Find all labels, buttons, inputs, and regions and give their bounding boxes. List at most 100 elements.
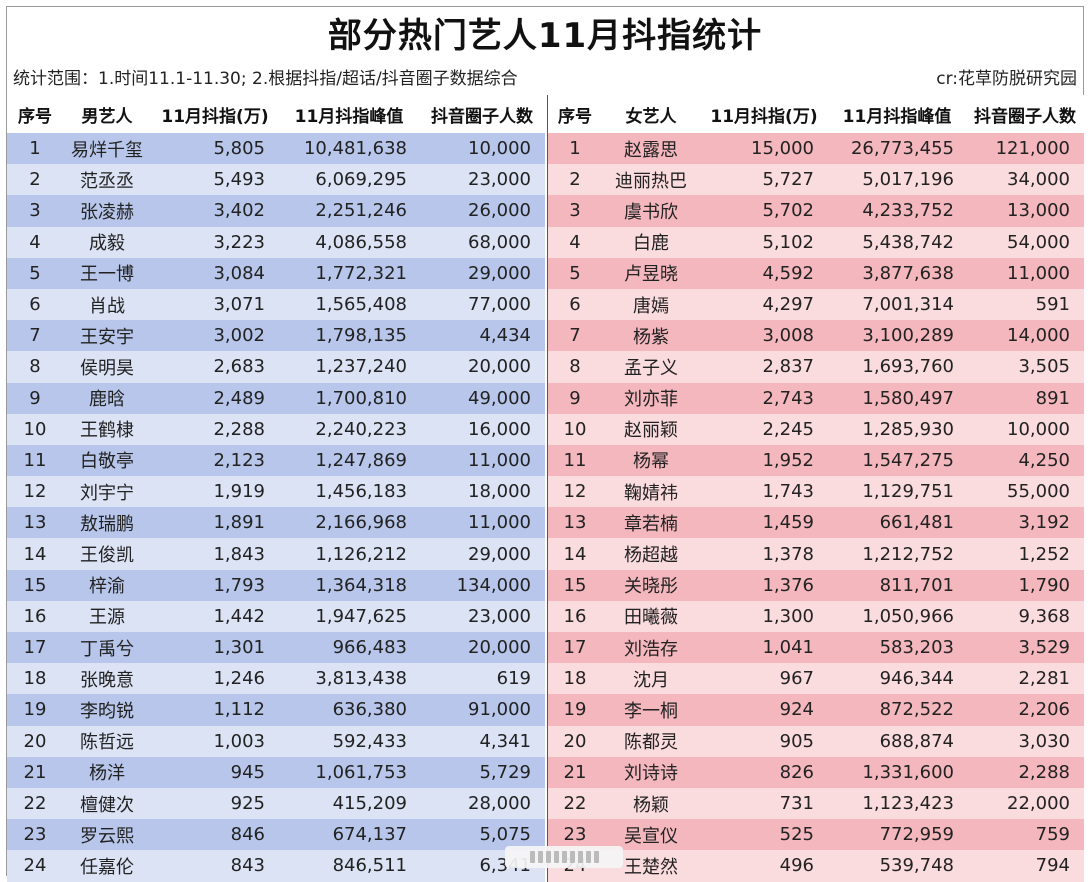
header-peak: 11月抖指峰值 bbox=[828, 95, 966, 133]
artist-name-cell: 范丞丞 bbox=[63, 164, 151, 196]
circle-count-cell: 13,000 bbox=[966, 195, 1084, 227]
rank-cell: 2 bbox=[7, 164, 63, 196]
peak-cell: 539,748 bbox=[828, 850, 966, 882]
circle-count-cell: 11,000 bbox=[966, 257, 1084, 289]
peak-cell: 636,380 bbox=[279, 694, 419, 726]
artist-name-cell: 鹿晗 bbox=[63, 382, 151, 414]
peak-cell: 3,100,289 bbox=[828, 320, 966, 352]
artist-name-cell: 王鹤棣 bbox=[63, 413, 151, 445]
rank-cell: 2 bbox=[548, 164, 602, 196]
rank-cell: 10 bbox=[548, 413, 602, 445]
rank-cell: 13 bbox=[548, 507, 602, 539]
index-cell: 1,891 bbox=[151, 507, 279, 539]
header-artist: 男艺人 bbox=[63, 95, 151, 133]
index-cell: 967 bbox=[700, 663, 828, 695]
peak-cell: 1,129,751 bbox=[828, 476, 966, 508]
circle-count-cell: 5,729 bbox=[419, 756, 545, 788]
header-rank: 序号 bbox=[548, 95, 602, 133]
index-cell: 4,592 bbox=[700, 257, 828, 289]
circle-count-cell: 5,075 bbox=[419, 819, 545, 851]
index-cell: 1,442 bbox=[151, 600, 279, 632]
rank-cell: 6 bbox=[548, 288, 602, 321]
artist-name-cell: 肖战 bbox=[63, 288, 151, 321]
rank-cell: 9 bbox=[7, 382, 63, 414]
peak-cell: 688,874 bbox=[828, 725, 966, 757]
table-row: 12 鞠婧祎 1,743 1,129,751 55,000 bbox=[548, 476, 1084, 508]
index-cell: 3,002 bbox=[151, 320, 279, 352]
table-row: 18 张晚意 1,246 3,813,438 619 bbox=[7, 663, 545, 695]
table-row: 14 杨超越 1,378 1,212,752 1,252 bbox=[548, 538, 1084, 570]
peak-cell: 3,877,638 bbox=[828, 257, 966, 289]
circle-count-cell: 3,192 bbox=[966, 507, 1084, 539]
rank-cell: 11 bbox=[548, 444, 602, 477]
artist-name-cell: 白敬亭 bbox=[63, 444, 151, 477]
rank-cell: 17 bbox=[548, 632, 602, 664]
circle-count-cell: 9,368 bbox=[966, 600, 1084, 632]
artist-name-cell: 虞书欣 bbox=[602, 195, 700, 227]
circle-count-cell: 16,000 bbox=[419, 413, 545, 445]
circle-count-cell: 18,000 bbox=[419, 476, 545, 508]
circle-count-cell: 14,000 bbox=[966, 320, 1084, 352]
rank-cell: 10 bbox=[7, 413, 63, 445]
peak-cell: 3,813,438 bbox=[279, 663, 419, 695]
artist-name-cell: 任嘉伦 bbox=[63, 850, 151, 882]
table-row: 10 赵丽颖 2,245 1,285,930 10,000 bbox=[548, 413, 1084, 445]
artist-name-cell: 刘亦菲 bbox=[602, 382, 700, 414]
table-row: 22 杨颖 731 1,123,423 22,000 bbox=[548, 787, 1084, 820]
circle-count-cell: 1,790 bbox=[966, 569, 1084, 601]
female-header-row: 序号 女艺人 11月抖指(万) 11月抖指峰值 抖音圈子人数 bbox=[548, 95, 1084, 133]
rank-cell: 4 bbox=[7, 226, 63, 258]
peak-cell: 1,237,240 bbox=[279, 351, 419, 383]
peak-cell: 2,251,246 bbox=[279, 195, 419, 227]
rank-cell: 9 bbox=[548, 382, 602, 414]
table-row: 1 易烊千玺 5,805 10,481,638 10,000 bbox=[7, 133, 545, 165]
index-cell: 1,919 bbox=[151, 476, 279, 508]
peak-cell: 10,481,638 bbox=[279, 133, 419, 165]
index-cell: 1,952 bbox=[700, 444, 828, 477]
index-cell: 5,727 bbox=[700, 164, 828, 196]
rank-cell: 5 bbox=[548, 257, 602, 289]
table-row: 14 王俊凯 1,843 1,126,212 29,000 bbox=[7, 538, 545, 570]
circle-count-cell: 591 bbox=[966, 288, 1084, 321]
index-cell: 846 bbox=[151, 819, 279, 851]
index-cell: 1,376 bbox=[700, 569, 828, 601]
table-row: 6 唐嫣 4,297 7,001,314 591 bbox=[548, 288, 1084, 321]
peak-cell: 2,166,968 bbox=[279, 507, 419, 539]
index-cell: 525 bbox=[700, 819, 828, 851]
index-cell: 905 bbox=[700, 725, 828, 757]
rank-cell: 20 bbox=[7, 725, 63, 757]
table-row: 20 陈都灵 905 688,874 3,030 bbox=[548, 725, 1084, 757]
circle-count-cell: 77,000 bbox=[419, 288, 545, 321]
index-cell: 5,102 bbox=[700, 226, 828, 258]
rank-cell: 1 bbox=[7, 133, 63, 165]
rank-cell: 6 bbox=[7, 288, 63, 321]
female-artist-table: 序号 女艺人 11月抖指(万) 11月抖指峰值 抖音圈子人数 1 赵露思 15,00… bbox=[547, 95, 1084, 882]
table-row: 23 罗云熙 846 674,137 5,075 bbox=[7, 819, 545, 851]
table-row: 7 王安宇 3,002 1,798,135 4,434 bbox=[7, 320, 545, 352]
peak-cell: 1,947,625 bbox=[279, 600, 419, 632]
rank-cell: 8 bbox=[548, 351, 602, 383]
artist-name-cell: 梓渝 bbox=[63, 569, 151, 601]
index-cell: 1,793 bbox=[151, 569, 279, 601]
artist-name-cell: 章若楠 bbox=[602, 507, 700, 539]
peak-cell: 1,364,318 bbox=[279, 569, 419, 601]
artist-name-cell: 孟子义 bbox=[602, 351, 700, 383]
rank-cell: 22 bbox=[548, 787, 602, 820]
index-cell: 5,805 bbox=[151, 133, 279, 165]
index-cell: 2,123 bbox=[151, 444, 279, 477]
index-cell: 3,084 bbox=[151, 257, 279, 289]
peak-cell: 4,233,752 bbox=[828, 195, 966, 227]
peak-cell: 5,017,196 bbox=[828, 164, 966, 196]
circle-count-cell: 54,000 bbox=[966, 226, 1084, 258]
rank-cell: 21 bbox=[548, 756, 602, 788]
artist-name-cell: 王安宇 bbox=[63, 320, 151, 352]
header-index: 11月抖指(万) bbox=[700, 95, 828, 133]
index-cell: 3,223 bbox=[151, 226, 279, 258]
circle-count-cell: 134,000 bbox=[419, 569, 545, 601]
artist-name-cell: 刘诗诗 bbox=[602, 756, 700, 788]
table-row: 9 刘亦菲 2,743 1,580,497 891 bbox=[548, 382, 1084, 414]
rank-cell: 15 bbox=[548, 569, 602, 601]
index-cell: 4,297 bbox=[700, 288, 828, 321]
artist-name-cell: 杨颖 bbox=[602, 787, 700, 820]
